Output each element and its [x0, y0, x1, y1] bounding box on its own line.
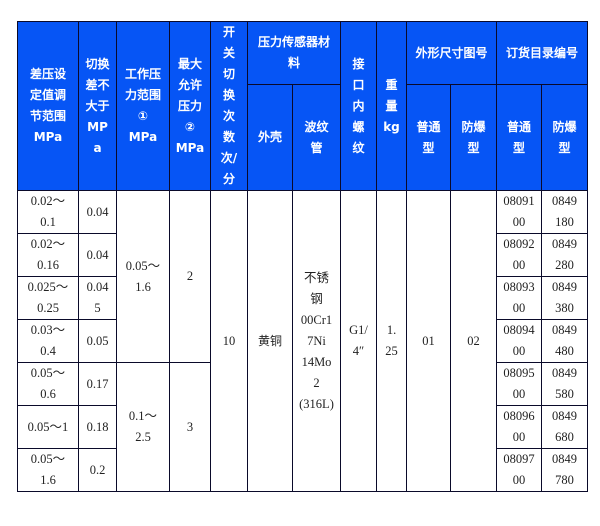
diff-range-cell: 0.02～ 0.16: [17, 233, 79, 277]
header-dimension-no: 外形尺寸图号: [406, 20, 497, 86]
order-normal-cell: 08093 00: [496, 276, 542, 320]
table-row: 0.02～ 0.1 0.04 0.05～ 1.6 2 10 黄铜 不锈 钢 00…: [17, 190, 588, 492]
diff-range-cell: 0.05～1: [17, 405, 79, 449]
order-normal-cell: 08095 00: [496, 362, 542, 406]
spec-table: 差压设 定值调 节范围 MPa 切换 差不 大于 MP a 工作压 力范围 ① …: [17, 20, 588, 492]
switch-diff-cell: 0.04: [78, 190, 117, 234]
header-thread: 接 口 内 螺 纹: [340, 21, 377, 191]
switch-count-cell: 10: [210, 190, 248, 492]
order-normal-cell: 08094 00: [496, 319, 542, 363]
header-work-range: 工作压 力范围 ① MPa: [116, 21, 170, 191]
thread-cell: G1/ 4″: [340, 190, 377, 492]
dim-explosion-proof-cell: 02: [450, 190, 497, 492]
header-switch-diff: 切换 差不 大于 MP a: [78, 21, 117, 191]
switch-diff-cell: 0.18: [78, 405, 117, 449]
order-explosion-proof-cell: 0849 680: [541, 405, 588, 449]
order-explosion-proof-cell: 0849 180: [541, 190, 588, 234]
header-sensor-material: 压力传感器材 料: [247, 20, 341, 86]
work-range-cell: 0.1～ 2.5: [116, 362, 170, 492]
table-row: 0.05～1 0.18 08096 00 0849 680: [17, 405, 588, 449]
dim-normal-cell: 01: [406, 190, 451, 492]
header-weight: 重 量 kg: [376, 21, 407, 191]
order-explosion-proof-cell: 0849 280: [541, 233, 588, 277]
max-pressure-cell: 2: [169, 190, 211, 363]
header-shell: 外壳: [247, 84, 293, 191]
max-pressure-cell: 3: [169, 362, 211, 492]
order-normal-cell: 08091 00: [496, 190, 542, 234]
header-row-2: 外壳 波纹 管 普通 型 防爆 型 普通 型 防爆 型: [18, 84, 588, 191]
diff-range-cell: 0.03～ 0.4: [17, 319, 79, 363]
switch-diff-cell: 0.05: [78, 319, 117, 363]
header-max-pressure: 最大 允许 压力 ② MPa: [169, 21, 211, 191]
diff-range-cell: 0.025～ 0.25: [17, 276, 79, 320]
shell-cell: 黄铜: [247, 190, 293, 492]
header-dim-normal: 普通 型: [406, 84, 451, 191]
header-dim-explosion-proof: 防爆 型: [450, 84, 497, 191]
order-explosion-proof-cell: 0849 780: [541, 448, 588, 492]
switch-diff-cell: 0.17: [78, 362, 117, 406]
table-row: 0.05～ 0.6 0.17 0.1～ 2.5 3 08095 00 0849 …: [17, 362, 588, 492]
diff-range-cell: 0.05～ 0.6: [17, 362, 79, 406]
header-order-no: 订货目录编号: [496, 20, 588, 86]
bellows-cell: 不锈 钢 00Cr1 7Ni 14Mo 2 (316L): [292, 190, 341, 492]
header-bellows: 波纹 管: [292, 84, 341, 191]
order-explosion-proof-cell: 0849 480: [541, 319, 588, 363]
diff-range-cell: 0.02～ 0.1: [17, 190, 79, 234]
order-normal-cell: 08092 00: [496, 233, 542, 277]
header-order-explosion-proof: 防爆 型: [541, 84, 588, 191]
switch-diff-cell: 0.04 5: [78, 276, 117, 320]
work-range-cell: 0.05～ 1.6: [116, 190, 170, 363]
table-row: 0.05～ 1.6 0.2 08097 00 0849 780: [17, 448, 588, 492]
header-diff-range: 差压设 定值调 节范围 MPa: [17, 21, 79, 191]
header-order-normal: 普通 型: [496, 84, 542, 191]
order-explosion-proof-cell: 0849 580: [541, 362, 588, 406]
header-row-1: 差压设 定值调 节范围 MPa 切换 差不 大于 MP a 工作压 力范围 ① …: [17, 20, 588, 191]
switch-diff-cell: 0.04: [78, 233, 117, 277]
order-normal-cell: 08097 00: [496, 448, 542, 492]
weight-cell: 1. 25: [376, 190, 407, 492]
switch-diff-cell: 0.2: [78, 448, 117, 492]
diff-range-cell: 0.05～ 1.6: [17, 448, 79, 492]
order-normal-cell: 08096 00: [496, 405, 542, 449]
header-switch-count: 开 关 切 换 次 数 次/ 分: [210, 21, 248, 191]
order-explosion-proof-cell: 0849 380: [541, 276, 588, 320]
table-row: 0.02～ 0.16 0.04 08092 00 0849 280: [17, 233, 588, 277]
